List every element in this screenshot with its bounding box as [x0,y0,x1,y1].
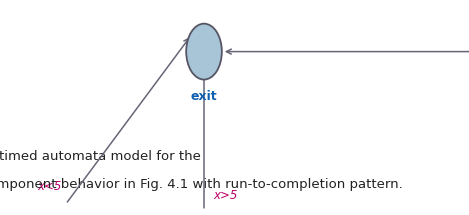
Text: component behavior in Fig. 4.1 with run-to-completion pattern.: component behavior in Fig. 4.1 with run-… [0,178,403,191]
Text: nt timed automata model for the: nt timed automata model for the [0,150,201,163]
Text: x<5: x<5 [38,181,62,194]
Text: x>5: x>5 [213,189,238,202]
Text: exit: exit [191,90,217,103]
Ellipse shape [186,24,222,80]
